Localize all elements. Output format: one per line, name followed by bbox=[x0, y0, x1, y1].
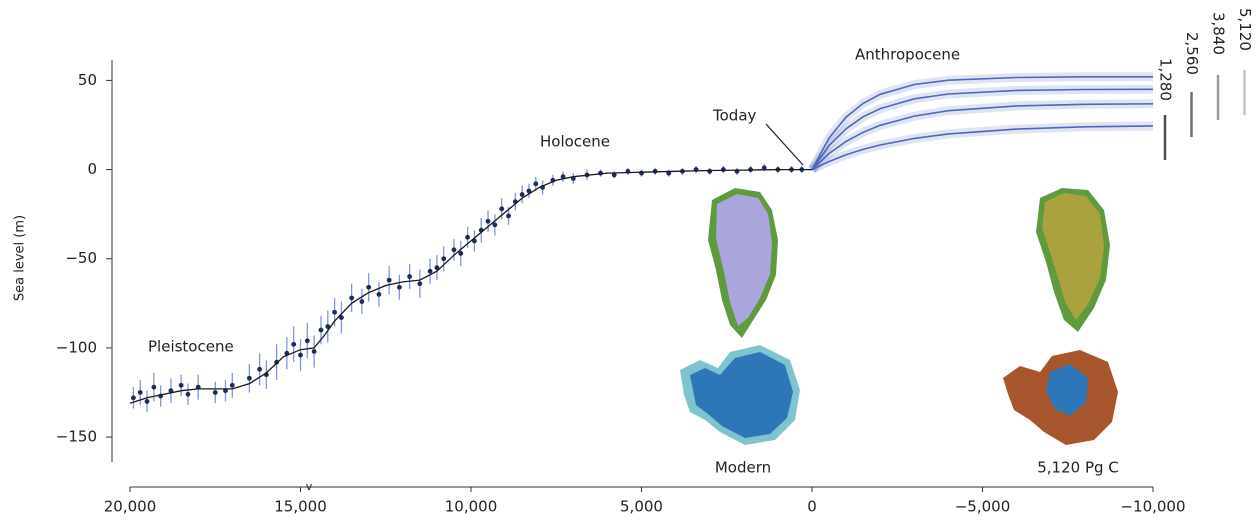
observation-point bbox=[492, 222, 497, 227]
map-greenland-modern bbox=[708, 188, 778, 338]
observation-point bbox=[452, 247, 457, 252]
x-tick-label: 0 bbox=[807, 498, 817, 516]
annotation: Anthropocene bbox=[855, 46, 960, 64]
x-tick-label: 10,000 bbox=[445, 498, 498, 516]
y-tick-label: 50 bbox=[78, 71, 97, 89]
legend-label: 1,280 bbox=[1157, 58, 1175, 101]
legend-label: 5,120 bbox=[1236, 8, 1254, 51]
observation-point bbox=[305, 338, 310, 343]
observation-point bbox=[145, 399, 150, 404]
x-tick-label: −5,000 bbox=[955, 498, 1011, 516]
annotation: Modern bbox=[715, 459, 771, 477]
x-tick-label: 15,000 bbox=[274, 498, 327, 516]
observation-point bbox=[298, 353, 303, 358]
observation-point bbox=[397, 285, 402, 290]
observation-point bbox=[721, 167, 726, 172]
chart: Sea level (m) 50 0 −50 −100 −150 20,000 15,000… bbox=[0, 0, 1260, 527]
observation-point bbox=[186, 392, 191, 397]
observation-point bbox=[213, 390, 218, 395]
y-tick-label: −100 bbox=[56, 338, 97, 356]
observation-point bbox=[533, 181, 538, 186]
observation-point bbox=[138, 390, 143, 395]
observation-point bbox=[387, 278, 392, 283]
observation-point bbox=[291, 342, 296, 347]
annotation: Holocene bbox=[540, 133, 610, 151]
observation-point bbox=[247, 376, 252, 381]
observation-point bbox=[441, 256, 446, 261]
observation-point bbox=[366, 285, 371, 290]
y-axis-label: Sea level (m) bbox=[13, 215, 28, 301]
observation-point bbox=[428, 269, 433, 274]
observation-point bbox=[417, 281, 422, 286]
annotation: Today bbox=[712, 107, 757, 125]
observation-point bbox=[332, 310, 337, 315]
observation-point bbox=[377, 292, 382, 297]
today-pointer bbox=[766, 124, 803, 165]
observation-point bbox=[131, 395, 136, 400]
map-greenland-future bbox=[1036, 188, 1110, 332]
x-tick-label: −10,000 bbox=[1120, 498, 1185, 516]
annotation: v bbox=[306, 480, 313, 493]
observation-point bbox=[230, 383, 235, 388]
observation-point bbox=[486, 219, 491, 224]
observation-point bbox=[151, 385, 156, 390]
observation-point bbox=[465, 235, 470, 240]
map-antarctica-future bbox=[1003, 350, 1118, 445]
observation-point bbox=[407, 274, 412, 279]
annotation: 5,120 Pg C bbox=[1037, 459, 1119, 477]
observation-point bbox=[506, 214, 511, 219]
observation-point bbox=[639, 171, 644, 176]
x-tick-label: 5,000 bbox=[620, 498, 663, 516]
observation-point bbox=[707, 169, 712, 174]
observation-point bbox=[319, 328, 324, 333]
observation-point bbox=[499, 206, 504, 211]
legend-label: 3,840 bbox=[1210, 12, 1228, 55]
map-antarctica-modern bbox=[680, 345, 800, 445]
y-tick-label: 0 bbox=[87, 160, 97, 178]
y-tick-label: −150 bbox=[56, 428, 97, 446]
annotation: Pleistocene bbox=[148, 338, 234, 356]
x-tick-label: 20,000 bbox=[104, 498, 157, 516]
legend-label: 2,560 bbox=[1183, 32, 1201, 75]
observation-point bbox=[312, 349, 317, 354]
observation-point bbox=[359, 299, 364, 304]
y-tick-label: −50 bbox=[65, 249, 97, 267]
observation-point bbox=[349, 296, 354, 301]
observation-point bbox=[179, 383, 184, 388]
observation-point bbox=[520, 192, 525, 197]
observation-point bbox=[257, 367, 262, 372]
